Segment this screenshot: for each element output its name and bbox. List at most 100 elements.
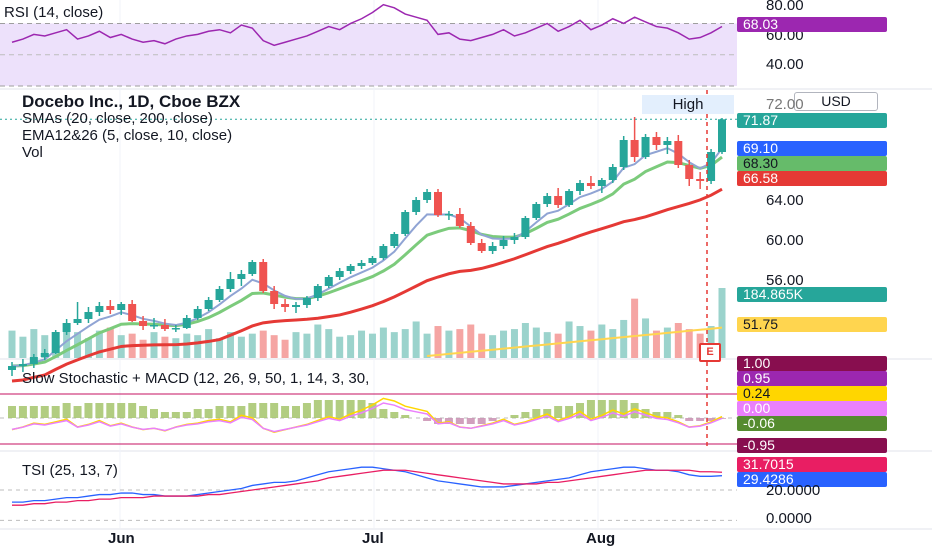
volume-bar — [347, 335, 355, 358]
candle-body — [215, 289, 224, 300]
candle-body — [499, 240, 508, 246]
macd-histogram-bar — [182, 412, 191, 418]
candle-body — [423, 192, 432, 200]
macd-histogram-bar — [139, 406, 148, 418]
macd-histogram-bar — [346, 400, 355, 418]
tsi-signal-line — [12, 469, 723, 506]
candle-body — [554, 196, 563, 205]
candle-body — [630, 140, 639, 157]
volume-bar — [336, 336, 344, 358]
macd-histogram-bar — [696, 418, 705, 421]
volume-bar — [259, 330, 267, 358]
candle-body — [412, 200, 421, 212]
candle-body — [586, 183, 595, 186]
candle-body — [106, 306, 115, 310]
earnings-icon[interactable]: E — [699, 343, 721, 362]
price-tick-64: 64.00 — [766, 192, 804, 209]
macd-histogram-bar — [95, 403, 104, 418]
volume-bar — [412, 321, 420, 358]
macd-histogram-bar — [586, 400, 595, 418]
macd-histogram-bar — [128, 403, 137, 418]
macd-histogram-bar — [565, 406, 574, 418]
candle-body — [434, 192, 442, 215]
candle-body — [543, 196, 552, 204]
stoch-d-line — [11, 402, 723, 433]
volume-bar — [379, 327, 387, 358]
macd-histogram-bar — [106, 403, 115, 418]
tsi-value-2: 29.4286 — [737, 472, 887, 487]
rsi-value-badge: 68.03 — [737, 17, 887, 32]
candle-body — [477, 243, 486, 251]
macd-histogram-bar — [455, 418, 464, 424]
candle-body — [444, 214, 453, 216]
tsi-tick-20: 20.0000 — [766, 482, 821, 499]
volume-bar — [434, 326, 442, 358]
macd-histogram-bar — [18, 406, 27, 418]
volume-badge: 184.865K — [737, 287, 887, 302]
macd-histogram-bar — [215, 406, 224, 418]
volume-bar — [205, 329, 213, 358]
tsi-value-1: 31.7015 — [737, 457, 887, 472]
macd-histogram-bar — [401, 415, 410, 418]
candle-body — [488, 246, 497, 251]
candle-body — [84, 312, 93, 319]
volume-bar — [521, 323, 529, 358]
chart-title: Docebo Inc., 1D, Cboe BZX — [22, 92, 241, 111]
candle-body — [292, 305, 300, 307]
candle-body — [685, 165, 694, 179]
stoch-value-4: 0.00 — [737, 401, 887, 416]
macd-histogram-bar — [379, 409, 388, 418]
candle-body — [597, 180, 606, 186]
macd-histogram-bar — [51, 406, 60, 418]
candle-body — [357, 263, 366, 266]
volume-bar — [183, 333, 191, 358]
candle-body — [368, 258, 377, 263]
candle-body — [324, 277, 333, 286]
price-tick-56: 56.00 — [766, 272, 804, 289]
tsi-label: TSI (25, 13, 7) — [22, 462, 118, 479]
macd-histogram-bar — [466, 418, 475, 424]
candle-body — [160, 325, 169, 329]
currency-button[interactable]: USD — [794, 92, 878, 111]
volume-bar — [565, 321, 573, 358]
ema-slow-badge: 68.30 — [737, 156, 887, 171]
macd-histogram-bar — [150, 409, 158, 418]
volume-bar — [500, 330, 508, 358]
volume-bar — [194, 335, 202, 358]
macd-histogram-bar — [270, 403, 279, 418]
time-label-aug: Aug — [586, 530, 616, 547]
candle-body — [281, 304, 290, 307]
macd-histogram-bar — [8, 406, 16, 418]
macd-histogram-bar — [477, 418, 486, 424]
macd-histogram-bar — [597, 400, 606, 418]
macd-histogram-bar — [488, 418, 497, 421]
candle-body — [150, 325, 158, 327]
candle-body — [18, 364, 27, 366]
candle-body — [521, 218, 530, 237]
volume-bar — [401, 329, 409, 358]
stoch-value-5: -0.06 — [737, 416, 887, 431]
candle-body — [313, 286, 322, 298]
candle-body — [466, 226, 475, 243]
candle-body — [390, 234, 399, 246]
candle-body — [510, 237, 519, 240]
candle-body — [576, 183, 584, 191]
macd-histogram-bar — [685, 418, 694, 421]
rsi-label: RSI (14, close) — [4, 4, 104, 21]
macd-histogram-bar — [434, 418, 442, 424]
volume-bar — [139, 339, 147, 358]
volume-bar — [30, 329, 38, 358]
volume-bar — [707, 326, 715, 358]
stoch-macd-label: Slow Stochastic + MACD (12, 26, 9, 50, 1… — [22, 370, 370, 387]
volume-bar — [172, 338, 180, 358]
volume-bar — [456, 329, 464, 358]
candle-body — [139, 321, 148, 326]
candle-body — [270, 291, 279, 304]
macd-histogram-bar — [302, 403, 311, 418]
candle-body — [401, 212, 410, 234]
candle-body — [565, 191, 574, 205]
volume-bar — [237, 336, 245, 358]
macd-histogram-bar — [554, 406, 563, 418]
candle-body — [379, 246, 388, 258]
